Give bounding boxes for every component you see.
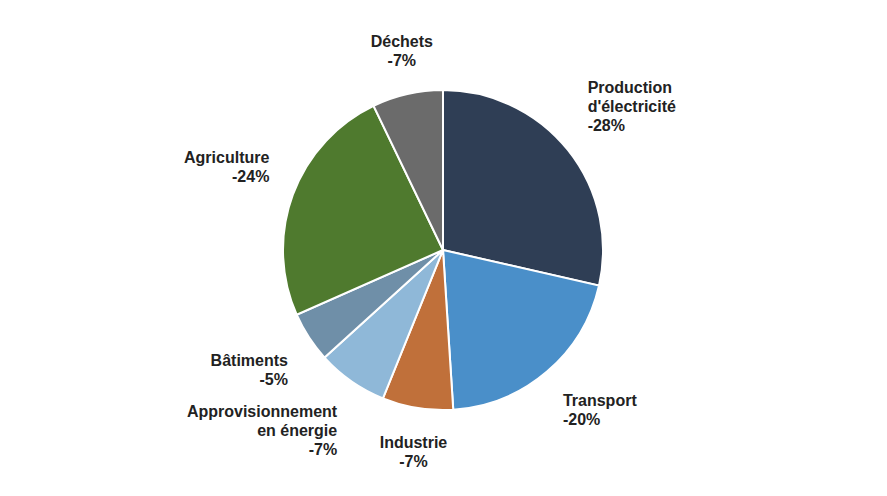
svg-text:Déchets-7%: Déchets-7% [371, 33, 433, 69]
svg-text:Transport-20%: Transport-20% [563, 392, 637, 428]
svg-text:Agriculture-24%: Agriculture-24% [184, 149, 269, 185]
svg-text:Bâtiments-5%: Bâtiments-5% [211, 352, 288, 388]
svg-text:Approvisionnementen énergie-7%: Approvisionnementen énergie-7% [187, 403, 338, 458]
svg-text:Industrie-7%: Industrie-7% [380, 434, 448, 470]
svg-text:Productiond'électricité-28%: Productiond'électricité-28% [588, 79, 676, 134]
